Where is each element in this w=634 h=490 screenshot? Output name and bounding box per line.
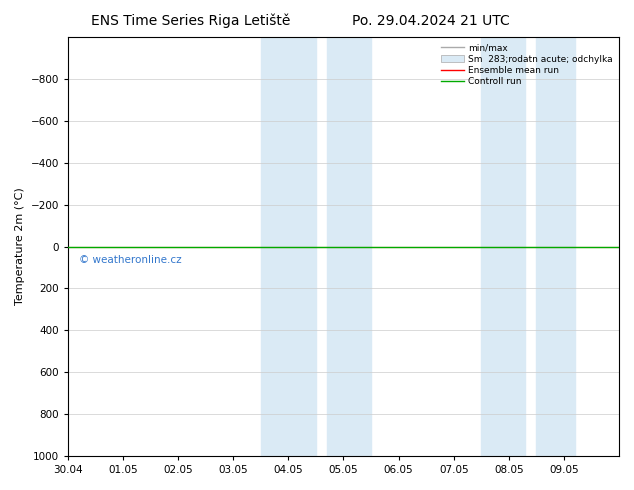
Bar [536,37,575,456]
Legend: min/max, Sm  283;rodatn acute; odchylka, Ensemble mean run, Controll run: min/max, Sm 283;rodatn acute; odchylka, … [439,42,614,88]
Bar [261,37,316,456]
Text: © weatheronline.cz: © weatheronline.cz [79,255,181,265]
Text: Po. 29.04.2024 21 UTC: Po. 29.04.2024 21 UTC [353,14,510,28]
Y-axis label: Temperature 2m (°C): Temperature 2m (°C) [15,188,25,305]
Text: ENS Time Series Riga Letiště: ENS Time Series Riga Letiště [91,14,290,28]
Bar [481,37,526,456]
Bar [327,37,371,456]
